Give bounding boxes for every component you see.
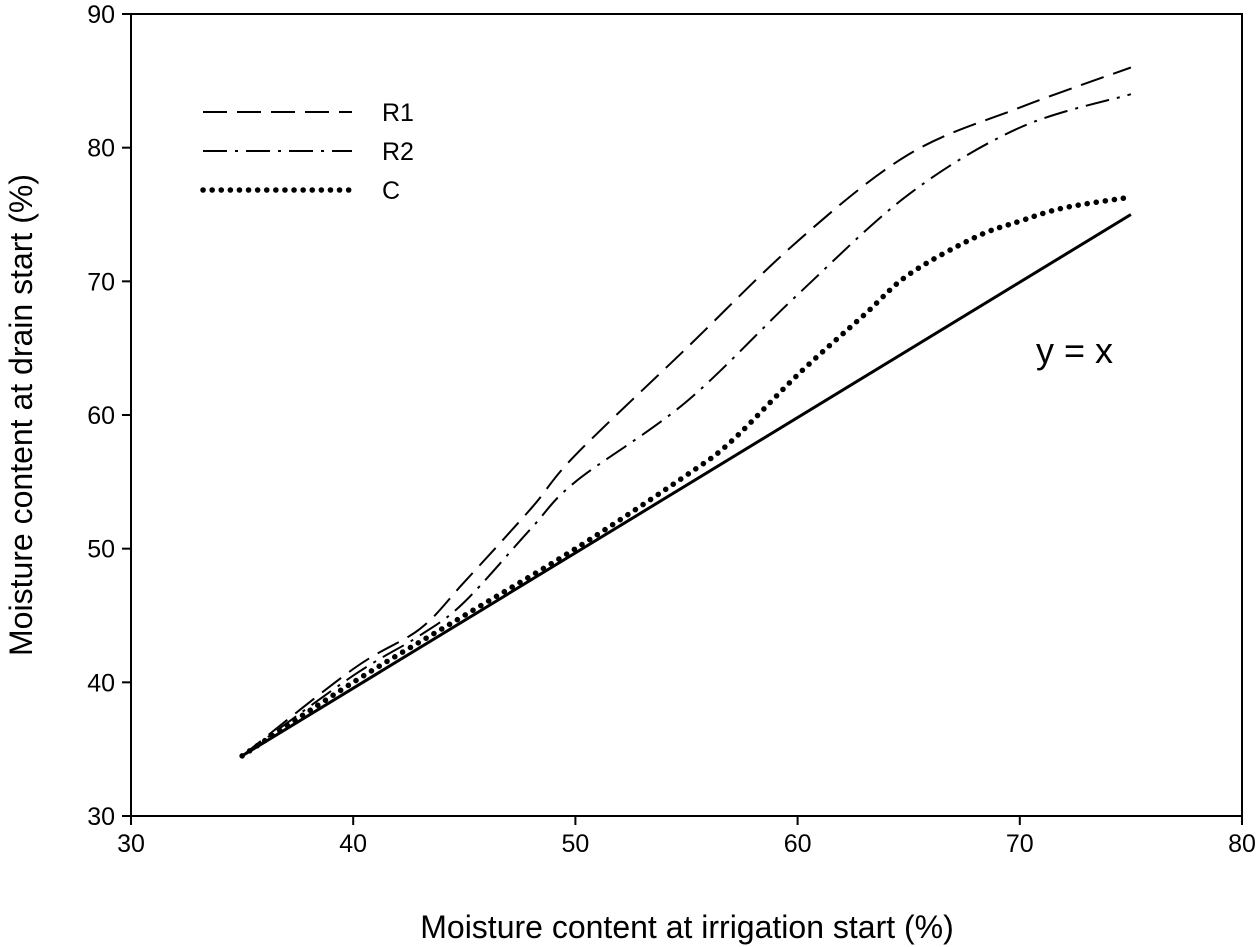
y-tick-label: 90 <box>87 1 115 29</box>
x-tick-label: 30 <box>117 830 145 858</box>
series-line-c <box>239 194 1134 759</box>
x-tick-label: 80 <box>1228 830 1256 858</box>
identity-line-annotation: y = x <box>1036 330 1113 371</box>
plot-frame <box>130 13 1243 817</box>
legend-label-c: C <box>382 177 400 205</box>
y-tick-label: 50 <box>87 536 115 564</box>
y-tick-label: 70 <box>87 268 115 296</box>
series-line-r1 <box>241 66 1132 757</box>
series-line-r2 <box>241 93 1132 757</box>
x-tick-label: 60 <box>784 830 812 858</box>
y-tick-label: 40 <box>87 669 115 697</box>
legend-label-r2: R2 <box>382 138 414 166</box>
x-tick-label: 50 <box>561 830 589 858</box>
x-axis-title: Moisture content at irrigation start (%) <box>420 909 954 945</box>
y-tick-label: 80 <box>87 135 115 163</box>
y-tick-label: 30 <box>87 803 115 831</box>
y-axis-title: Moisture content at drain start (%) <box>3 174 39 656</box>
x-tick-label: 40 <box>339 830 367 858</box>
x-tick-label: 70 <box>1006 830 1034 858</box>
legend-label-r1: R1 <box>382 99 414 127</box>
y-tick-label: 60 <box>87 402 115 430</box>
series-line-y-x <box>241 213 1132 758</box>
